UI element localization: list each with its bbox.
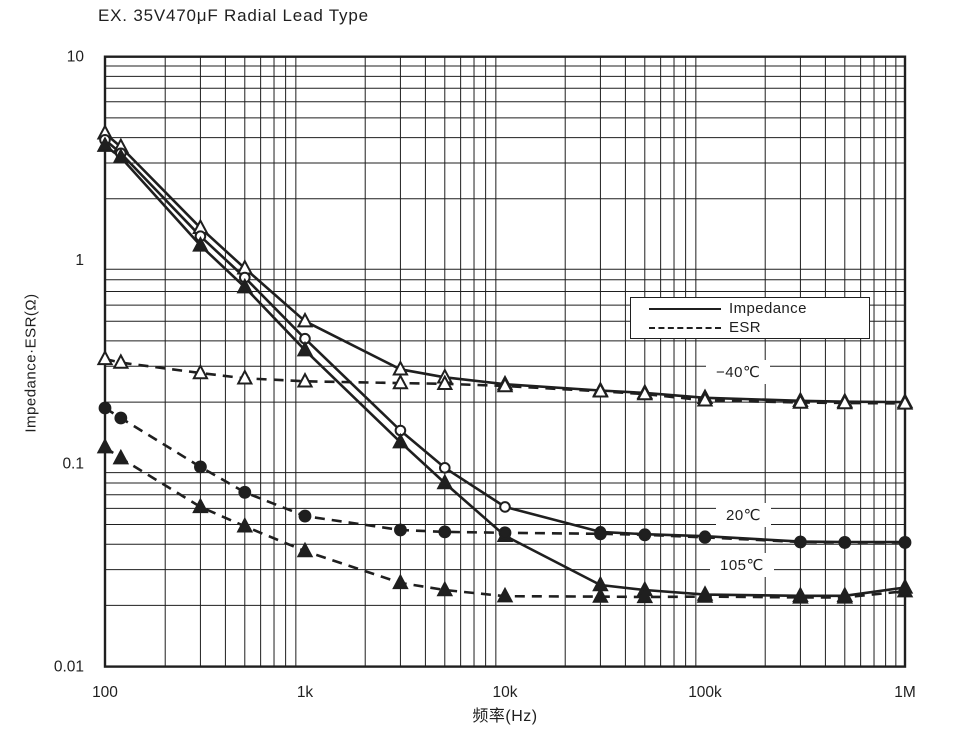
series-line-4-dashed xyxy=(104,406,905,544)
marker-circle-filled xyxy=(98,401,112,415)
x-tick-label: 100 xyxy=(92,684,118,701)
marker-circle-filled xyxy=(594,527,607,541)
curve-label-20c: 20℃ xyxy=(716,503,772,527)
marker-triangle-open xyxy=(496,376,514,393)
y-tick-label: 10 xyxy=(67,49,85,66)
y-tick-label: 0.01 xyxy=(54,659,84,676)
x-axis-label: 频率(Hz) xyxy=(472,708,538,725)
legend-row-esr: ESR xyxy=(649,319,869,336)
marker-triangle-open xyxy=(436,374,454,391)
marker-triangle-filled xyxy=(592,587,609,603)
curve-label-105c: 105℃ xyxy=(710,553,774,577)
marker-triangle-filled xyxy=(192,497,209,514)
marker-triangle-open xyxy=(96,349,114,366)
marker-triangle-open xyxy=(836,393,854,410)
series-line-0-solid xyxy=(104,132,906,404)
x-tick-label: 100k xyxy=(688,684,722,701)
marker-triangle-filled xyxy=(112,448,130,465)
marker-circle-open xyxy=(438,462,451,474)
marker-triangle-filled xyxy=(192,236,209,252)
marker-triangle-filled xyxy=(296,541,314,558)
marker-triangle-filled xyxy=(112,147,130,164)
marker-circle-filled xyxy=(394,523,407,537)
marker-triangle-open xyxy=(896,394,914,410)
marker-triangle-filled xyxy=(296,340,314,357)
marker-triangle-filled xyxy=(96,437,114,454)
y-tick-label: 0.1 xyxy=(62,455,84,472)
marker-triangle-open xyxy=(296,311,314,328)
marker-circle-filled xyxy=(298,509,312,523)
series-line-1-solid xyxy=(104,138,905,544)
curve-label-minus40c: −40℃ xyxy=(706,360,771,384)
marker-triangle-open xyxy=(296,372,314,388)
marker-triangle-filled xyxy=(392,573,409,590)
marker-triangle-filled xyxy=(392,432,409,449)
x-tick-label: 1M xyxy=(894,684,916,701)
marker-triangle-filled xyxy=(436,580,454,597)
marker-triangle-filled xyxy=(496,586,514,603)
series-line-5-dashed xyxy=(104,446,906,599)
series-line-2-solid xyxy=(104,144,906,598)
marker-triangle-filled xyxy=(792,588,809,604)
legend-label-esr: ESR xyxy=(729,319,762,336)
marker-triangle-open xyxy=(592,381,609,398)
marker-triangle-filled xyxy=(696,587,714,603)
marker-circle-filled xyxy=(438,525,452,539)
x-tick-label: 1k xyxy=(297,684,314,701)
marker-triangle-filled xyxy=(896,581,914,598)
marker-triangle-open xyxy=(696,391,714,407)
marker-circle-filled xyxy=(114,411,128,425)
marker-triangle-filled xyxy=(636,587,654,604)
x-tick-label: 10k xyxy=(493,684,518,701)
marker-triangle-open xyxy=(792,393,809,409)
chart-title: EX. 35V470μF Radial Lead Type xyxy=(98,6,369,25)
marker-circle-filled xyxy=(838,536,852,549)
marker-triangle-open xyxy=(236,368,254,385)
marker-circle-filled xyxy=(194,460,207,474)
legend-dashed-line-sample xyxy=(649,326,721,329)
marker-triangle-filled xyxy=(236,516,254,533)
series-line-3-dashed xyxy=(104,357,906,405)
marker-circle-filled xyxy=(698,531,712,544)
y-tick-label: 1 xyxy=(75,252,84,269)
legend: Impedance ESR xyxy=(630,297,870,339)
marker-triangle-filled xyxy=(436,473,454,490)
legend-row-impedance: Impedance xyxy=(649,300,869,317)
marker-triangle-filled xyxy=(236,277,254,294)
marker-circle-filled xyxy=(498,526,512,540)
marker-triangle-open xyxy=(636,384,654,401)
marker-triangle-open xyxy=(392,373,409,390)
marker-triangle-open xyxy=(112,353,130,369)
marker-circle-filled xyxy=(238,485,252,499)
marker-triangle-open xyxy=(192,363,209,380)
marker-triangle-filled xyxy=(96,136,114,152)
marker-circle-filled xyxy=(898,536,912,549)
marker-circle-open xyxy=(499,501,511,513)
marker-circle-filled xyxy=(638,528,652,542)
legend-solid-line-sample xyxy=(649,307,721,310)
marker-circle-filled xyxy=(794,535,807,549)
marker-triangle-filled xyxy=(836,588,854,604)
legend-label-impedance: Impedance xyxy=(729,300,807,317)
